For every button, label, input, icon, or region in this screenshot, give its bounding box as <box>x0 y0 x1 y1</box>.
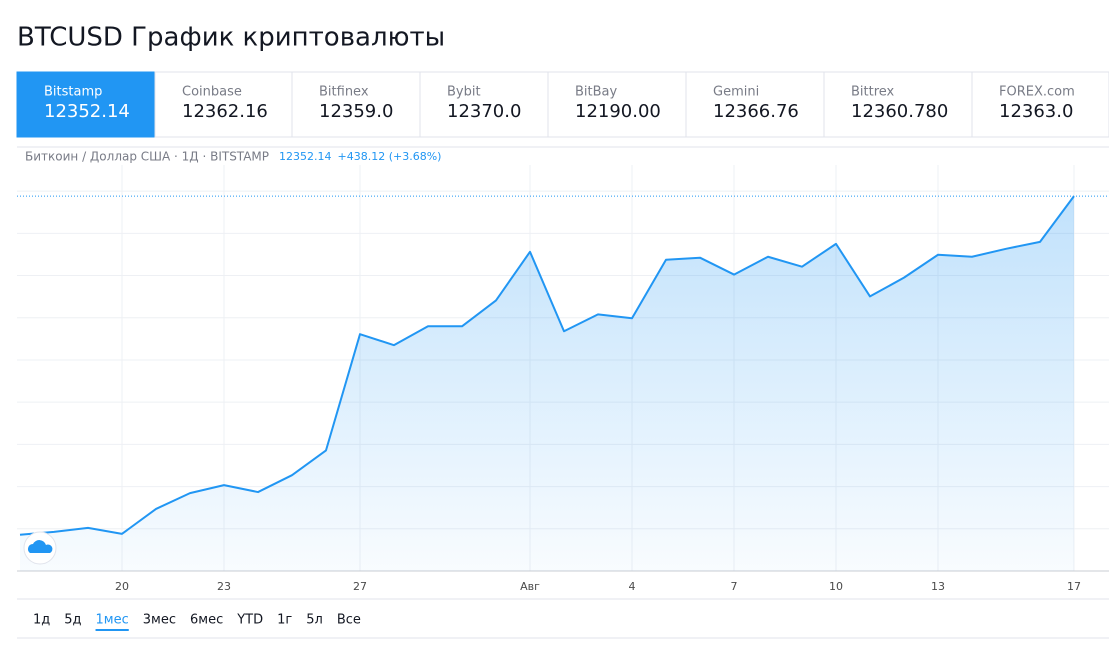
exchange-price: 12190.00 <box>575 101 661 122</box>
last-price: 12352.14 <box>279 150 332 163</box>
x-tick-label: 7 <box>731 580 738 593</box>
exchange-price: 12352.14 <box>44 101 130 122</box>
x-tick-label: Авг <box>520 580 540 593</box>
exchange-tab[interactable] <box>154 71 293 138</box>
exchange-name: Bitstamp <box>44 85 102 100</box>
range-button[interactable]: 1мес <box>96 613 129 628</box>
x-tick-label: 20 <box>115 580 129 593</box>
exchange-tab[interactable] <box>291 71 421 138</box>
price-area <box>20 196 1074 571</box>
exchange-price: 12370.0 <box>447 101 521 122</box>
exchange-name: FOREX.com <box>999 85 1075 100</box>
exchange-name: BitBay <box>575 85 618 100</box>
range-button[interactable]: 1г <box>277 613 292 628</box>
x-tick-label: 13 <box>931 580 945 593</box>
range-button[interactable]: 5д <box>64 613 81 628</box>
price-change: +438.12 (+3.68%) <box>338 150 442 163</box>
price-line <box>19 195 1075 536</box>
page-title: BTCUSD График криптовалюты <box>17 23 445 53</box>
exchange-price: 12360.780 <box>851 101 948 122</box>
exchange-price: 12366.76 <box>713 101 799 122</box>
exchange-tab[interactable] <box>971 71 1109 138</box>
exchange-name: Bybit <box>447 85 481 100</box>
exchange-tab[interactable] <box>419 71 549 138</box>
range-button[interactable]: YTD <box>236 613 263 628</box>
x-tick-label: 23 <box>217 580 231 593</box>
exchange-price: 12359.0 <box>319 101 393 122</box>
exchange-name: Coinbase <box>182 85 242 100</box>
exchange-price: 12362.16 <box>182 101 268 122</box>
x-tick-label: 10 <box>829 580 843 593</box>
range-button[interactable]: 6мес <box>190 613 223 628</box>
x-tick-label: 4 <box>629 580 636 593</box>
logo-cloud <box>28 540 53 553</box>
exchange-name: Gemini <box>713 85 759 100</box>
exchange-name: Bittrex <box>851 85 895 100</box>
range-button[interactable]: 3мес <box>143 613 176 628</box>
exchange-tab[interactable] <box>685 71 825 138</box>
range-button[interactable]: Все <box>337 613 361 628</box>
exchange-tab[interactable] <box>16 71 156 138</box>
range-button[interactable]: 1д <box>33 613 50 628</box>
exchange-tab[interactable] <box>547 71 687 138</box>
range-button[interactable]: 5л <box>306 613 323 628</box>
symbol-info: Биткоин / Доллар США · 1Д · BITSTAMP <box>25 150 269 164</box>
x-tick-label: 27 <box>353 580 367 593</box>
x-tick-label: 17 <box>1067 580 1081 593</box>
exchange-name: Bitfinex <box>319 85 369 100</box>
exchange-price: 12363.0 <box>999 101 1073 122</box>
